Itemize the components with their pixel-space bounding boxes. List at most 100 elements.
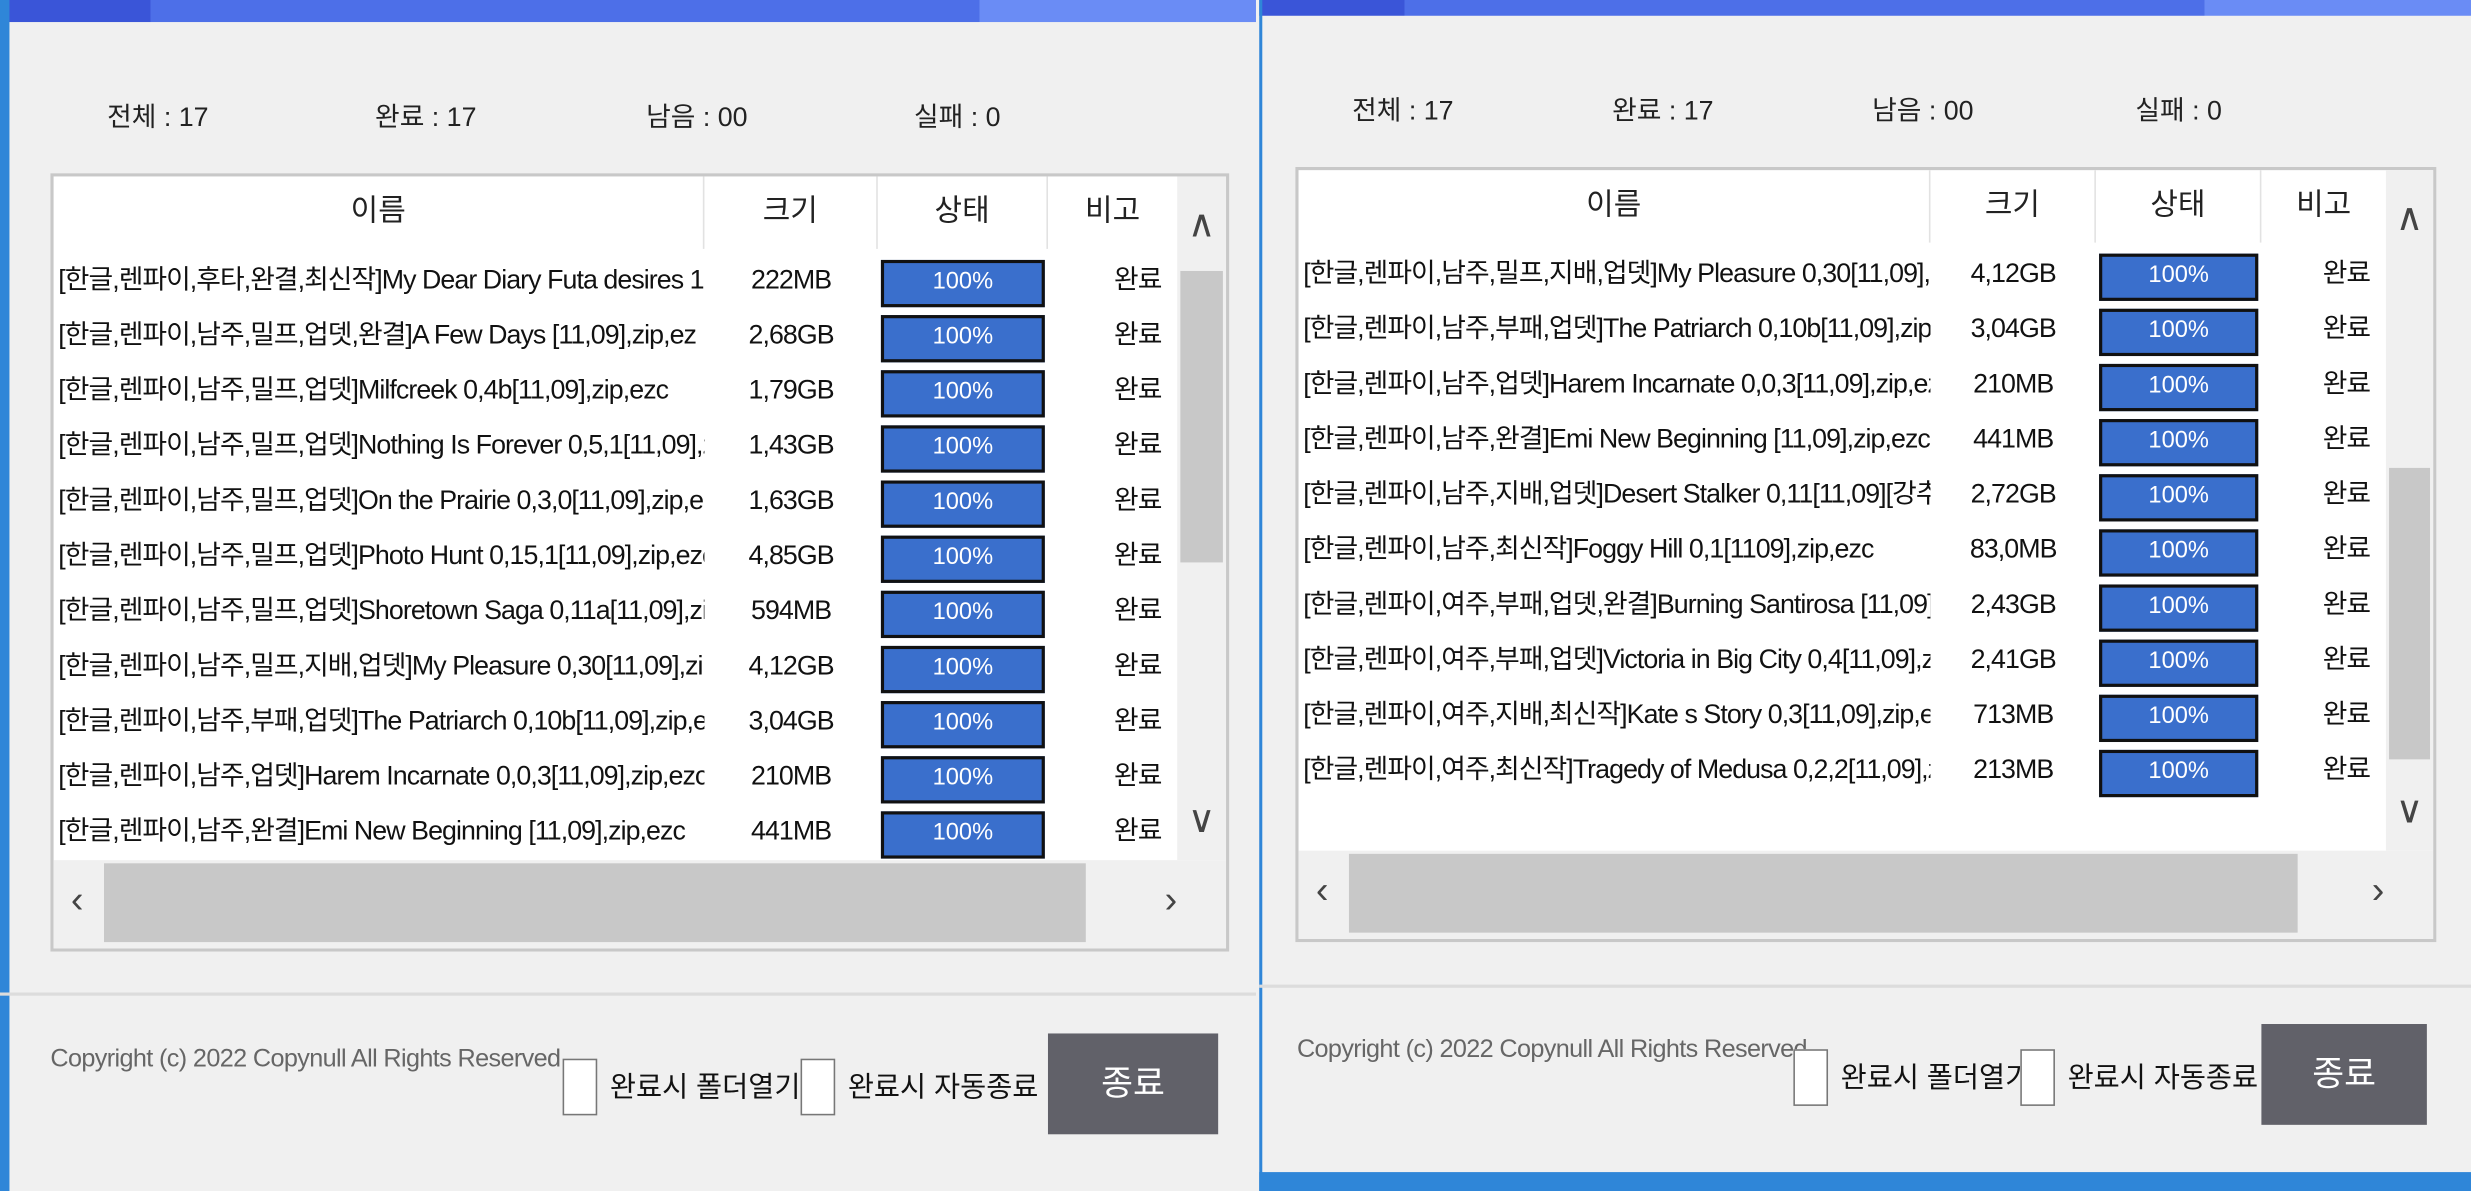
stat-label: 실패 : 0 bbox=[914, 102, 1001, 133]
checkbox[interactable] bbox=[1793, 1049, 1829, 1106]
scroll-up[interactable]: ∧ bbox=[1187, 203, 1216, 246]
status-note: 완료 bbox=[1114, 760, 1162, 791]
progress-bar: 100% bbox=[880, 590, 1045, 639]
window-border bbox=[1259, 0, 1263, 1191]
checkbox-label[interactable]: 완료시 자동종료 bbox=[2067, 1061, 2259, 1094]
progress-bar: 100% bbox=[2099, 419, 2259, 467]
progress-bar: 100% bbox=[2099, 529, 2259, 577]
status-note: 완료 bbox=[1114, 264, 1162, 295]
status-note: 완료 bbox=[2322, 534, 2371, 564]
stat-label: 남음 : 00 bbox=[1872, 96, 1974, 127]
copyright: Copyright (c) 2022 Copynull All Rights R… bbox=[1296, 1036, 1808, 1064]
status-note: 완료 bbox=[1114, 595, 1162, 626]
status-note: 완료 bbox=[2322, 644, 2371, 675]
file-size: 4,85GB bbox=[748, 540, 834, 571]
file-name: [한글,렌파이,남주,밀프,업뎃]On the Prairie 0,3,0[11… bbox=[58, 485, 704, 516]
scroll-thumb[interactable] bbox=[2389, 467, 2431, 760]
file-size: 4,12GB bbox=[1970, 258, 2057, 289]
file-size: 83,0MB bbox=[1969, 534, 2058, 564]
status-note: 완료 bbox=[1114, 374, 1162, 405]
checkbox[interactable] bbox=[800, 1058, 836, 1116]
file-name: [한글,렌파이,남주,완결]Emi New Beginning [11,09],… bbox=[58, 816, 686, 846]
status-note: 완료 bbox=[2322, 589, 2371, 620]
scroll-right[interactable]: › bbox=[2371, 869, 2385, 913]
file-name: [한글,렌파이,남주,부패,업뎃]The Patriarch 0,10b[11,… bbox=[1303, 313, 1931, 344]
progress-bar: 100% bbox=[2099, 363, 2259, 412]
progress-bar: 100% bbox=[880, 645, 1045, 694]
status-note: 완료 bbox=[1114, 650, 1162, 681]
status-note: 완료 bbox=[1114, 430, 1162, 461]
file-size: 2,68GB bbox=[748, 319, 834, 350]
checkbox[interactable] bbox=[562, 1058, 598, 1116]
file-size: 2,43GB bbox=[1970, 589, 2057, 620]
checkbox-label[interactable]: 완료시 자동종료 bbox=[847, 1071, 1039, 1103]
file-size: 213MB bbox=[1973, 754, 2054, 785]
title-bar bbox=[0, 0, 1256, 23]
window-border bbox=[0, 0, 10, 1191]
checkbox-label[interactable]: 완료시 폴더열기 bbox=[1840, 1061, 2032, 1094]
file-size: 222MB bbox=[751, 264, 832, 295]
copyright: Copyright (c) 2022 Copynull All Rights R… bbox=[50, 1046, 561, 1073]
progress-bar: 100% bbox=[880, 756, 1045, 804]
status-note: 완료 bbox=[1114, 319, 1162, 350]
progress-bar: 100% bbox=[880, 811, 1045, 859]
file-size: 2,72GB bbox=[1970, 478, 2057, 509]
checkbox-label[interactable]: 완료시 폴더열기 bbox=[609, 1071, 801, 1103]
stat-label: 남음 : 00 bbox=[646, 102, 748, 133]
file-size: 441MB bbox=[751, 816, 832, 846]
separator bbox=[0, 992, 1256, 996]
window: 전체 : 17 완료 : 17 남음 : 00 실패 : 0 이름 크기 상태 비고 [한글,렌… bbox=[0, 0, 1256, 1191]
horizontal-scrollbar: ‹ › bbox=[53, 860, 1227, 949]
window: 전체 : 17 완료 : 17 남음 : 00 실패 : 0 이름 크기 상태 비고 [한글,렌… bbox=[1259, 0, 2471, 1191]
column-header: 상태 bbox=[878, 176, 1048, 249]
status-note: 완료 bbox=[1114, 816, 1162, 846]
scroll-up[interactable]: ∧ bbox=[2395, 196, 2424, 240]
column-header: 크기 bbox=[704, 176, 878, 249]
file-size: 594MB bbox=[751, 595, 832, 626]
status-note: 완료 bbox=[2322, 258, 2371, 289]
progress-bar: 100% bbox=[2099, 253, 2259, 301]
progress-bar: 100% bbox=[2099, 474, 2259, 522]
scroll-thumb[interactable] bbox=[104, 863, 1086, 943]
file-size: 1,43GB bbox=[748, 430, 834, 461]
file-size: 441MB bbox=[1973, 423, 2054, 454]
scroll-right[interactable]: › bbox=[1164, 879, 1178, 922]
file-name: [한글,렌파이,후타,완결,최신작]My Dear Diary Futa des… bbox=[58, 264, 705, 295]
close-button[interactable]: 종료 bbox=[2261, 1024, 2427, 1125]
file-name: [한글,렌파이,남주,업뎃]Harem Incarnate 0,0,3[11,0… bbox=[1303, 368, 1931, 399]
status-note: 완료 bbox=[2322, 699, 2371, 730]
stat-label: 완료 : 17 bbox=[375, 102, 477, 133]
vertical-scrollbar: ∧ ∨ bbox=[1177, 176, 1227, 861]
file-name: [한글,렌파이,여주,부패,업뎃]Victoria in Big City 0,… bbox=[1303, 644, 1931, 675]
status-note: 완료 bbox=[2322, 368, 2371, 399]
file-size: 2,41GB bbox=[1970, 644, 2057, 675]
column-header: 상태 bbox=[2096, 170, 2262, 243]
scroll-left[interactable]: ‹ bbox=[1315, 869, 1329, 913]
progress-bar: 100% bbox=[880, 480, 1045, 528]
scroll-thumb[interactable] bbox=[1348, 853, 2298, 933]
file-name: [한글,렌파이,여주,지배,최신작]Kate s Story 0,3[11,09… bbox=[1303, 699, 1931, 730]
title-bar bbox=[1259, 0, 2471, 16]
vertical-scrollbar: ∧ ∨ bbox=[2385, 170, 2434, 851]
file-table: 이름 크기 상태 비고 [한글,렌파이,남주,밀프,지배,업뎃]My Pleasure … bbox=[1295, 166, 2437, 943]
file-name: [한글,렌파이,남주,최신작]Foggy Hill 0,1[1109],zip,… bbox=[1303, 534, 1874, 564]
scroll-down[interactable]: ∨ bbox=[1187, 798, 1216, 842]
close-button[interactable]: 종료 bbox=[1047, 1033, 1219, 1135]
progress-bar: 100% bbox=[2099, 694, 2259, 743]
scroll-left[interactable]: ‹ bbox=[70, 879, 84, 922]
progress-bar: 100% bbox=[880, 425, 1045, 473]
column-header: 이름 bbox=[1299, 170, 1931, 243]
file-name: [한글,렌파이,남주,밀프,업뎃,완결]A Few Days [11,09],z… bbox=[58, 319, 697, 350]
horizontal-scrollbar: ‹ › bbox=[1298, 850, 2434, 939]
checkbox[interactable] bbox=[2020, 1049, 2055, 1106]
progress-bar: 100% bbox=[2099, 639, 2259, 687]
file-table: 이름 크기 상태 비고 [한글,렌파이,후타,완결,최신작]My Dear Diary … bbox=[50, 173, 1230, 952]
progress-bar: 100% bbox=[880, 370, 1045, 418]
file-size: 4,12GB bbox=[748, 650, 834, 681]
scroll-thumb[interactable] bbox=[1180, 270, 1223, 563]
separator bbox=[1259, 984, 2471, 988]
file-name: [한글,렌파이,남주,밀프,업뎃]Shoretown Saga 0,11a[11… bbox=[58, 595, 705, 626]
file-name: [한글,렌파이,남주,밀프,업뎃]Nothing Is Forever 0,5,… bbox=[58, 430, 705, 461]
scroll-down[interactable]: ∨ bbox=[2395, 789, 2424, 832]
